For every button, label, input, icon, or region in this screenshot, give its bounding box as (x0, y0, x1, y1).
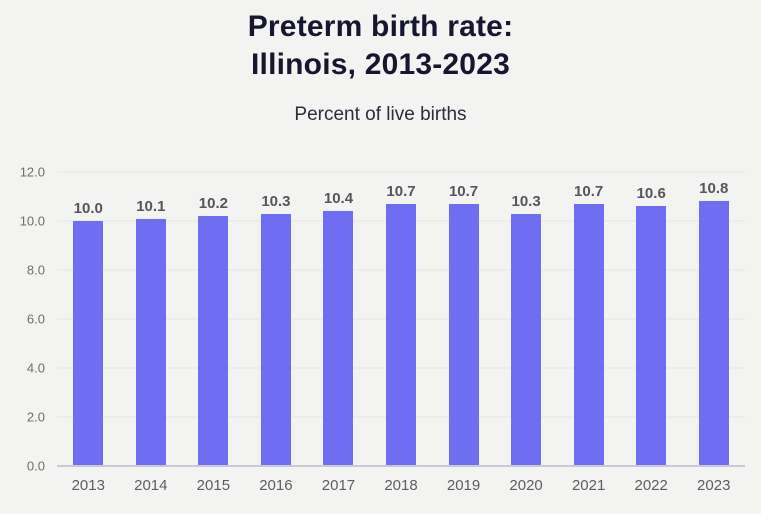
y-tick-label: 4.0 (26, 360, 45, 376)
bar-group-2022: 10.6 (620, 172, 683, 466)
bar-value-label-2020: 10.3 (511, 192, 541, 210)
chart-title: Preterm birth rate: Illinois, 2013-2023 (0, 0, 761, 84)
y-tick-label: 10.0 (19, 213, 45, 229)
bar-2014[interactable] (135, 218, 166, 466)
bar-value-label-2013: 10.0 (73, 200, 103, 217)
bar-2022[interactable] (636, 206, 667, 466)
bar-value-label-2015: 10.2 (198, 195, 228, 213)
bar-2015[interactable] (198, 216, 229, 466)
chart-subtitle: Percent of live births (294, 104, 467, 125)
x-tick-label-2020: 2020 (509, 477, 543, 494)
y-tick-label: 0.0 (26, 458, 45, 474)
bar-2016[interactable] (260, 213, 291, 466)
bar-2019[interactable] (448, 203, 479, 466)
gridline (57, 171, 745, 173)
plot-area: 10.0 10.1 10.2 10.3 10.4 10.7 10.7 10.3 10.7 10.6… (57, 171, 745, 467)
y-tick-label: 8.0 (26, 262, 45, 278)
x-tick-label-2021: 2021 (571, 477, 606, 494)
bar-value-label-2017: 10.4 (323, 190, 354, 208)
x-axis-line (57, 465, 745, 467)
x-tick-label-2016: 2016 (259, 477, 293, 494)
y-tick-label: 6.0 (26, 311, 45, 327)
bar-2018[interactable] (386, 203, 416, 466)
x-tick-label-2018: 2018 (384, 477, 418, 494)
bar-2021[interactable] (573, 203, 604, 466)
bar-group-2021: 10.7 (557, 172, 620, 466)
y-axis: 0.0 2.0 4.0 6.0 8.0 10.0 12.0 (0, 166, 45, 473)
bar-group-2015: 10.2 (182, 172, 245, 466)
x-tick-label-2023: 2023 (697, 477, 731, 494)
bar-value-label-2014: 10.1 (136, 197, 166, 215)
chart-title-line2: Illinois, 2013-2023 (251, 48, 510, 81)
x-tick-label-2014: 2014 (134, 477, 168, 494)
bar-value-label-2016: 10.3 (261, 192, 291, 210)
bar-chart: 10.0 10.1 10.2 10.3 10.4 10.7 10.7 10.3 10.7 10.6… (0, 171, 761, 494)
x-tick-label-2019: 2019 (446, 477, 481, 494)
bar-group-2016: 10.3 (245, 172, 308, 466)
bar-value-label-2023: 10.8 (699, 180, 729, 198)
bar-group-2019: 10.7 (432, 172, 495, 466)
x-tick-label-2022: 2022 (634, 477, 668, 494)
x-tick-label-2015: 2015 (196, 477, 231, 494)
x-axis: 2013 2014 2015 2016 2017 2018 2019 2020 2021 2022… (57, 477, 745, 494)
chart-title-line1: Preterm birth rate: (247, 10, 514, 43)
bar-2013[interactable] (73, 221, 104, 466)
bar-group-2023: 10.8 (682, 172, 745, 466)
y-tick-label: 12.0 (19, 164, 45, 180)
bar-group-2018: 10.7 (370, 172, 433, 466)
bar-group-2020: 10.3 (495, 172, 558, 466)
bars-container: 10.0 10.1 10.2 10.3 10.4 10.7 10.7 10.3 10.7 10.6… (57, 172, 745, 466)
x-tick-label-2017: 2017 (321, 477, 356, 494)
bar-value-label-2018: 10.7 (386, 182, 416, 200)
bar-2020[interactable] (511, 213, 542, 466)
bar-group-2014: 10.1 (120, 172, 183, 466)
y-tick-label: 2.0 (26, 409, 45, 425)
bar-value-label-2019: 10.7 (448, 182, 479, 200)
bar-group-2017: 10.4 (307, 172, 370, 466)
bar-value-label-2022: 10.6 (636, 185, 666, 203)
bar-2017[interactable] (323, 211, 354, 466)
x-tick-label-2013: 2013 (71, 477, 105, 494)
bar-group-2013: 10.0 (57, 172, 120, 466)
bar-2023[interactable] (698, 201, 729, 466)
bar-value-label-2021: 10.7 (574, 182, 604, 200)
